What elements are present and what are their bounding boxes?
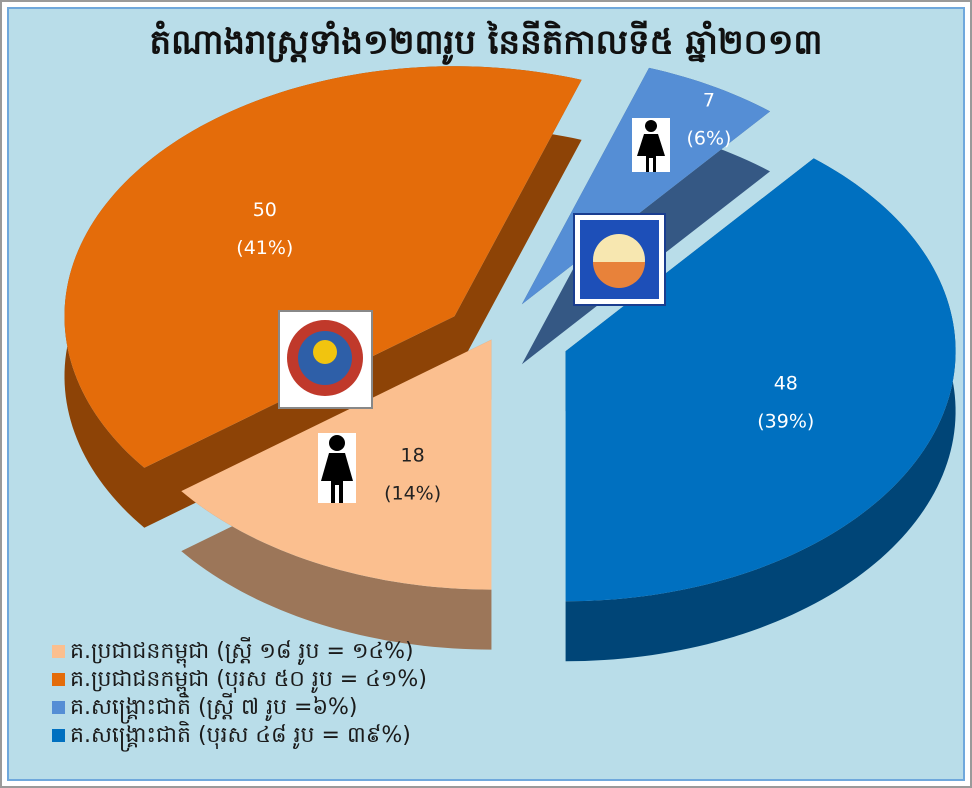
percent-label: (14%) (384, 483, 441, 505)
cpp-logo (278, 310, 373, 409)
legend: គ.ប្រជាជនកម្ពុជា (ស្ត្រី ១៨ រូប = ១៤%)គ.… (52, 637, 427, 752)
data-label: 50 (253, 199, 277, 221)
legend-swatch (52, 701, 65, 714)
legend-swatch (52, 729, 65, 742)
data-label: 18 (401, 445, 425, 467)
data-label: 7 (703, 89, 715, 111)
cnrp-logo (573, 213, 666, 306)
legend-label: គ.ប្រជាជនកម្ពុជា (ស្ត្រី ១៨ រូប = ១៤%) (70, 637, 414, 668)
legend-swatch (52, 673, 65, 686)
slice (64, 66, 582, 468)
woman-icon (632, 118, 670, 172)
percent-label: (41%) (236, 237, 293, 259)
data-label: 48 (774, 372, 798, 394)
percent-label: (39%) (757, 410, 814, 432)
pie: 18 (14%) 50 (41%) 7 (6%) 48 (39%) (64, 66, 956, 662)
legend-label: គ.សង្គ្រោះជាតិ (បុរស ៤៨ រូប = ៣៩%) (70, 721, 411, 752)
percent-label: (6%) (686, 127, 731, 149)
legend-swatch (52, 645, 65, 658)
legend-label: គ.សង្គ្រោះជាតិ (ស្ត្រី ៧ រូប =៦%) (70, 693, 358, 724)
slice (565, 158, 956, 602)
chart-title: តំណាងរាស្ត្រទាំង១២៣រូប នៃនីតិកាលទី៥ ឆ្នា… (150, 21, 823, 66)
woman-icon (318, 433, 356, 503)
legend-label: គ.ប្រជាជនកម្ពុជា (បុរស ៥០ រូប = ៤១%) (70, 667, 427, 696)
